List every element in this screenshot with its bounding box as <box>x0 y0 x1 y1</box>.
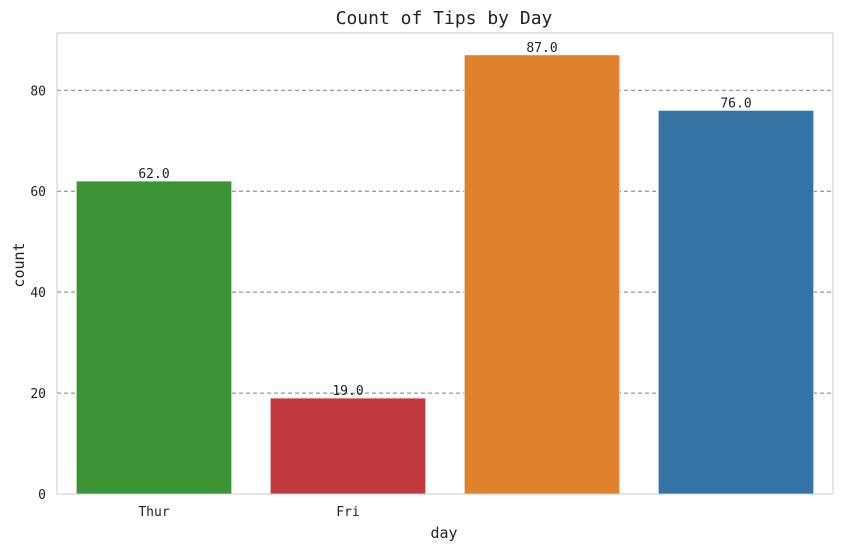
plot-area-frame <box>56 32 834 495</box>
data-label: 62.0 <box>138 167 169 182</box>
data-labels: 62.0 19.0 87.0 76.0 <box>138 41 751 399</box>
bar-fri <box>270 397 426 495</box>
y-tick-label: 20 <box>30 387 46 402</box>
x-tick-label: Thur <box>138 505 169 520</box>
chart-title: Count of Tips by Day <box>336 8 553 29</box>
bar-thur <box>76 180 232 495</box>
bar-sat <box>464 54 620 495</box>
y-tick-label: 60 <box>30 185 46 200</box>
x-axis-label: day <box>430 524 457 542</box>
data-label: 19.0 <box>332 384 363 399</box>
y-tick-label: 40 <box>30 286 46 301</box>
y-axis-label: count <box>10 242 28 287</box>
bars <box>76 54 814 495</box>
data-label: 87.0 <box>526 41 557 56</box>
y-tick-label: 80 <box>30 84 46 99</box>
bar-sun <box>658 110 814 495</box>
x-tick-label: Fri <box>336 505 359 520</box>
data-label: 76.0 <box>720 96 751 111</box>
y-tick-label: 0 <box>38 488 46 503</box>
tick-labels: 0 20 40 60 80 Thur Fri <box>30 84 359 520</box>
